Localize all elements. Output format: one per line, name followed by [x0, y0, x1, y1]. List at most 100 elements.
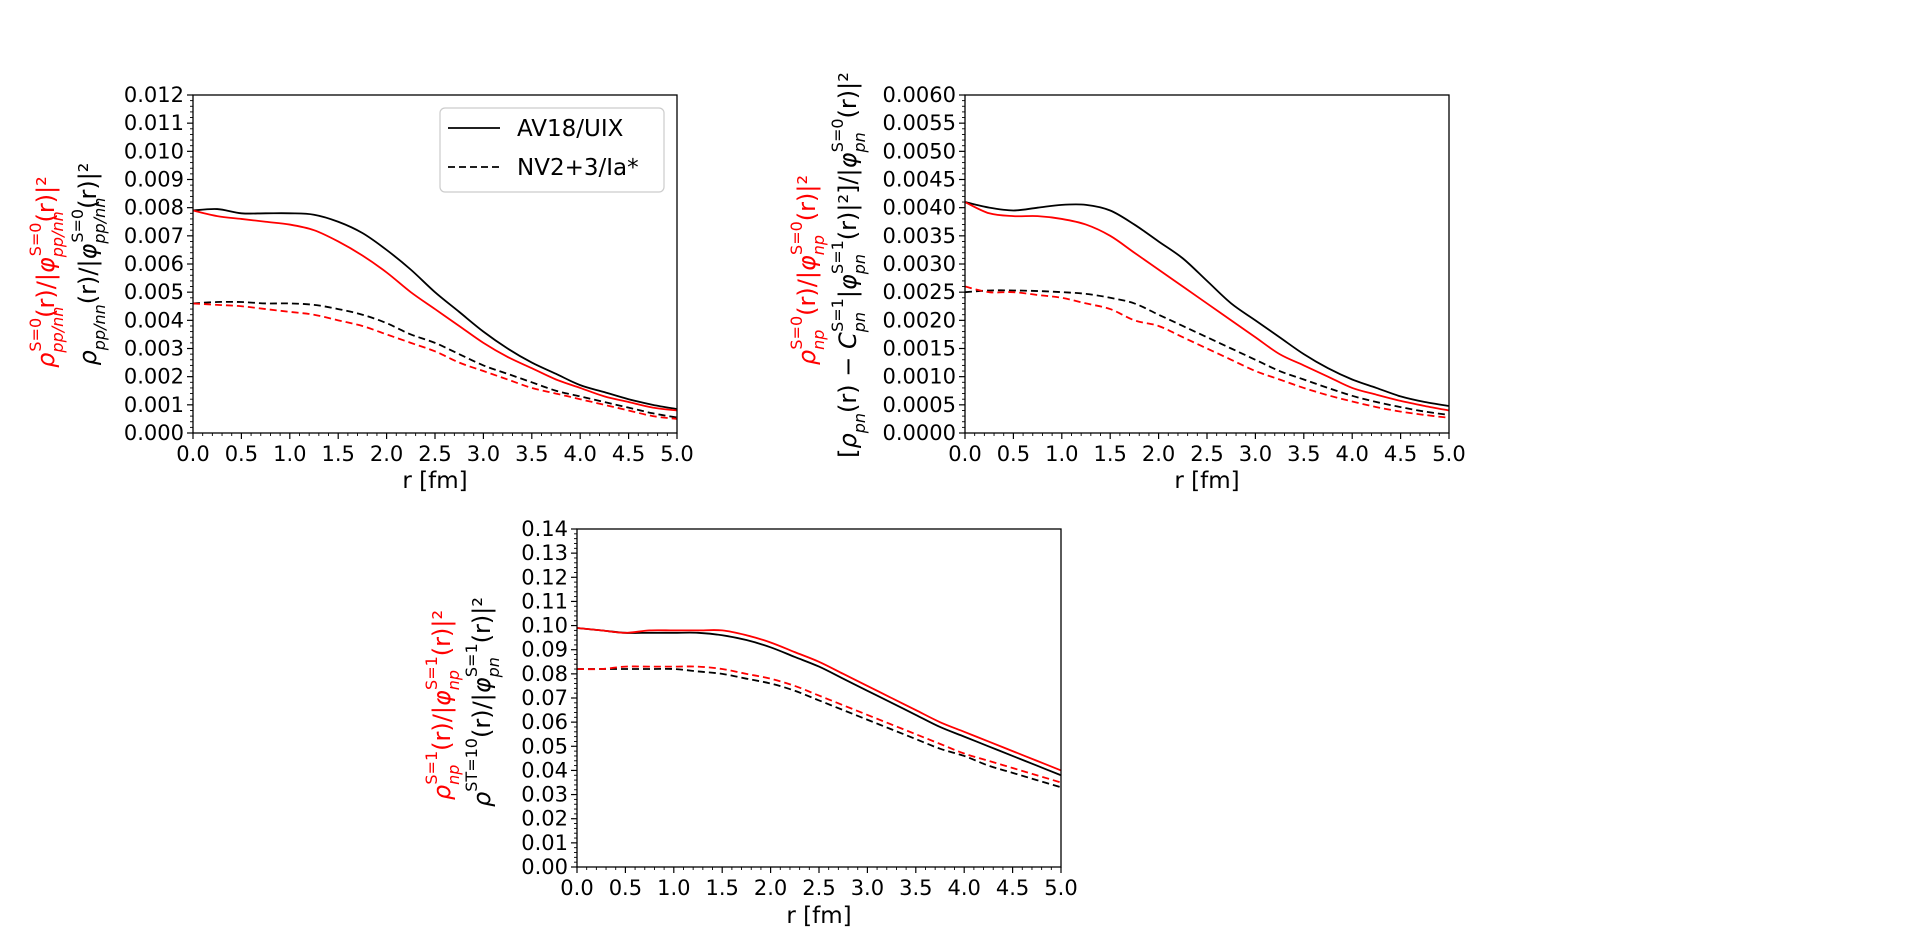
panel-pp-nn-axes-frame	[192, 94, 678, 434]
panel-np-s1-xtick-label: 2.5	[802, 876, 835, 900]
panel-np-s1-series-0-black-solid	[576, 627, 1062, 777]
panel-np-s1-axes-frame	[576, 528, 1062, 868]
panel-pp-nn-ytick-label: 0.009	[124, 168, 184, 192]
panel-np-s1-ylabel-red: ρnpS=1(r)/|φnpS=1(r)|²	[422, 610, 463, 800]
panel-np-s1-series-1-red-solid	[576, 627, 1062, 772]
panel-np-s0-ytick-label: 0.0045	[883, 168, 956, 192]
panel-np-s0-series	[964, 201, 1450, 419]
panel-np-s0-xtick-label: 5.0	[1432, 442, 1465, 466]
panel-np-s0-xlabel: r [fm]	[1174, 468, 1239, 494]
panel-np-s1-ytick-label: 0.05	[521, 734, 568, 758]
panel-pp-nn: ρpp/nnS=0(r)/|φpp/nnS=0(r)|² ρpp/nn(r)/|…	[26, 83, 694, 494]
panel-np-s1-ytick-label: 0.13	[521, 541, 568, 565]
panel-pp-nn-series-2-black-dashed	[192, 300, 678, 419]
panel-np-s1-xtick-label: 5.0	[1044, 876, 1077, 900]
panel-np-s0-ytick-label: 0.0005	[883, 393, 956, 417]
panel-pp-nn-xtick-label: 3.5	[515, 442, 548, 466]
panel-np-s1-xtick-label: 1.5	[705, 876, 738, 900]
panel-np-s1-ytick-label: 0.09	[521, 638, 568, 662]
panel-np-s1-ytick-label: 0.10	[521, 614, 568, 638]
panel-np-s0-xtick-label: 2.5	[1190, 442, 1223, 466]
panel-np-s1-series-2-black-dashed	[577, 667, 1062, 789]
panel-pp-nn-series-0-black-solid	[192, 208, 678, 410]
panel-np-s0-series-1-red-solid	[964, 201, 1450, 412]
panel-np-s1-ytick-label: 0.11	[521, 589, 568, 613]
panel-np-s0-xtick-label: 4.5	[1384, 442, 1417, 466]
panel-pp-nn-series	[192, 208, 678, 420]
panel-np-s1-ytick-label: 0.12	[521, 565, 568, 589]
panel-np-s1-xtick-label: 4.5	[996, 876, 1029, 900]
panel-np-s0-ytick-label: 0.0040	[883, 196, 956, 220]
panel-pp-nn-ytick-label: 0.008	[124, 196, 184, 220]
panel-np-s1-ytick-label: 0.03	[521, 783, 568, 807]
panel-pp-nn-xtick-label: 0.0	[176, 442, 209, 466]
panel-pp-nn-ytick-label: 0.012	[124, 83, 184, 107]
panel-np-s0-ticks: 0.0 0.5 1.0 1.5 2.0 2.5 3.0 3.5 4.0 4.5 5.0 0.0000 0…	[883, 83, 1466, 466]
panel-pp-nn-ytick-label: 0.001	[124, 393, 184, 417]
panel-np-s0-ytick-label: 0.0035	[883, 224, 956, 248]
panel-np-s1-ytick-label: 0.06	[521, 710, 568, 734]
panel-np-s1-xtick-label: 0.5	[609, 876, 642, 900]
panel-np-s1-ytick-label: 0.04	[521, 758, 568, 782]
panel-np-s0-xtick-label: 1.5	[1093, 442, 1126, 466]
panel-np-s0-ytick-label: 0.0050	[883, 139, 956, 163]
panel-np-s0-series-2-black-dashed	[964, 289, 1450, 416]
panel-np-s0-xtick-label: 0.0	[948, 442, 981, 466]
panel-np-s0-xtick-label: 3.0	[1239, 442, 1272, 466]
legend-label-av18: AV18/UIX	[517, 116, 624, 142]
legend: AV18/UIX NV2+3/Ia*	[439, 107, 665, 193]
panel-pp-nn-xtick-label: 2.0	[370, 442, 403, 466]
panel-pp-nn-ylabel-black: ρpp/nn(r)/|φpp/nnS=0(r)|²	[68, 163, 109, 366]
panel-np-s0-ytick-label: 0.0000	[883, 421, 956, 445]
panel-np-s1-ytick-label: 0.14	[521, 517, 568, 541]
panel-np-s1-ticks: 0.0 0.5 1.0 1.5 2.0 2.5 3.0 3.5 4.0 4.5 5.00.000.0…	[521, 517, 1077, 900]
panel-np-s1-xtick-label: 4.0	[947, 876, 980, 900]
panel-np-s0-ytick-label: 0.0015	[883, 337, 956, 361]
panel-np-s1-series-3-red-dashed	[576, 665, 1062, 784]
panel-np-s1-ylabels: ρnpS=1(r)/|φnpS=1(r)|² ρST=10(r)/|φpnS=1…	[422, 597, 503, 807]
panel-np-s0-xtick-label: 4.0	[1335, 442, 1368, 466]
panel-pp-nn-xtick-label: 4.0	[563, 442, 596, 466]
panel-pp-nn-ytick-label: 0.002	[124, 365, 184, 389]
panel-np-s0-xtick-label: 2.0	[1142, 442, 1175, 466]
panel-np-s0-ytick-label: 0.0025	[883, 280, 956, 304]
panel-pp-nn-ytick-label: 0.006	[124, 252, 184, 276]
panel-np-s0-ytick-label: 0.0055	[883, 111, 956, 135]
panel-np-s0-xtick-label: 0.5	[997, 442, 1030, 466]
panel-np-s1-ytick-label: 0.08	[521, 662, 568, 686]
panel-np-s0-series-0-black-solid	[964, 201, 1450, 407]
panel-np-s0-xtick-label: 3.5	[1287, 442, 1320, 466]
panel-np-s1-series	[576, 627, 1062, 789]
panel-pp-nn-xtick-label: 2.5	[418, 442, 451, 466]
panel-np-s0: ρnpS=0(r)/|φnpS=0(r)|² [ρpn(r) − CpnS=1|…	[787, 72, 1466, 494]
panel-pp-nn-ytick-label: 0.003	[124, 337, 184, 361]
panel-np-s0-ylabels: ρnpS=0(r)/|φnpS=0(r)|² [ρpn(r) − CpnS=1|…	[787, 72, 869, 458]
panel-np-s1-ylabel-black: ρST=10(r)/|φpnS=1(r)|²	[462, 597, 503, 807]
legend-label-nv2: NV2+3/Ia*	[517, 155, 639, 181]
panel-np-s0-ytick-label: 0.0060	[883, 83, 956, 107]
panel-np-s1-xtick-label: 3.5	[899, 876, 932, 900]
panel-pp-nn-xlabel: r [fm]	[402, 468, 467, 494]
panel-np-s0-ylabel-red: ρnpS=0(r)/|φnpS=0(r)|²	[787, 175, 828, 365]
panel-pp-nn-series-1-red-solid	[192, 209, 678, 412]
panel-pp-nn-xtick-label: 1.5	[321, 442, 354, 466]
panel-np-s0-series-3-red-dashed	[964, 285, 1450, 419]
panel-pp-nn-ytick-label: 0.005	[124, 280, 184, 304]
panel-pp-nn-ylabels: ρpp/nnS=0(r)/|φpp/nnS=0(r)|² ρpp/nn(r)/|…	[26, 163, 109, 368]
panel-pp-nn-ytick-label: 0.010	[124, 139, 184, 163]
panel-pp-nn-xtick-label: 4.5	[612, 442, 645, 466]
panel-np-s0-ylabel-black: [ρpn(r) − CpnS=1|φpnS=1(r)|²]/|φpnS=0(r)…	[828, 72, 869, 458]
panel-pp-nn-ticks: 0.0 0.5 1.0 1.5 2.0 2.5 3.0 3.5 4.0 4.5 5.0 0.000 0.…	[124, 83, 694, 466]
panel-np-s0-axes-frame	[964, 94, 1450, 434]
panel-np-s1-xtick-label: 3.0	[851, 876, 884, 900]
panel-pp-nn-ytick-label: 0.011	[124, 111, 184, 135]
panel-np-s1-ytick-label: 0.00	[521, 855, 568, 879]
panel-np-s1-xtick-label: 2.0	[754, 876, 787, 900]
panel-np-s1-ytick-label: 0.01	[521, 831, 568, 855]
panel-pp-nn-ytick-label: 0.004	[124, 308, 184, 332]
panel-np-s1-ytick-label: 0.07	[521, 686, 568, 710]
panel-np-s1: ρnpS=1(r)/|φnpS=1(r)|² ρST=10(r)/|φpnS=1…	[422, 517, 1078, 929]
panel-pp-nn-ylabel-red: ρpp/nnS=0(r)/|φpp/nnS=0(r)|²	[26, 176, 67, 368]
